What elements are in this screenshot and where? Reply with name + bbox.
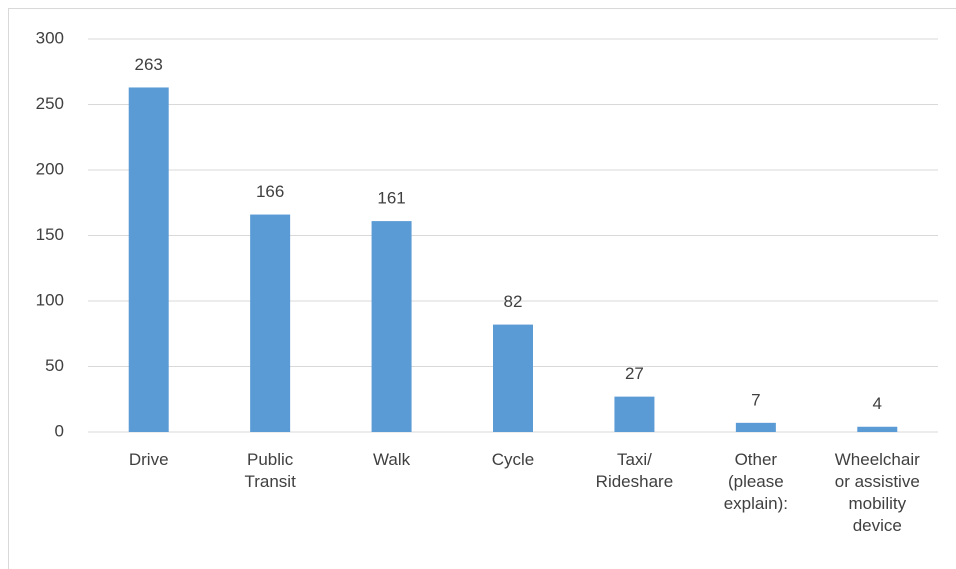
value-label: 4: [873, 394, 882, 413]
y-tick-label: 150: [36, 225, 64, 244]
bar: [735, 422, 776, 432]
bar: [371, 221, 412, 432]
y-tick-label: 300: [36, 28, 64, 47]
value-label: 161: [377, 189, 405, 208]
y-tick-label: 50: [45, 356, 64, 375]
value-label: 166: [256, 182, 284, 201]
x-tick-label: Wheelchair or assistive mobility device: [834, 450, 920, 535]
value-label: 27: [625, 364, 644, 383]
y-tick-label: 200: [36, 159, 64, 178]
value-label: 82: [504, 292, 523, 311]
x-tick-label: Public Transit: [244, 450, 296, 491]
bar: [857, 426, 898, 432]
x-tick-label: Drive: [128, 450, 169, 469]
chart-border: [8, 8, 956, 569]
x-tick-label: Other (please explain):: [723, 450, 788, 513]
bar: [250, 214, 291, 432]
x-tick-label: Walk: [372, 450, 411, 469]
bar: [614, 396, 655, 432]
bar: [128, 87, 169, 432]
x-tick-label: Cycle: [491, 450, 535, 469]
x-tick-label: Taxi/ Rideshare: [595, 450, 674, 491]
value-label: 263: [135, 55, 163, 74]
y-tick-label: 0: [55, 421, 64, 440]
value-label: 7: [751, 390, 760, 409]
y-tick-label: 250: [36, 94, 64, 113]
y-tick-label: 100: [36, 290, 64, 309]
bar: [493, 324, 533, 432]
